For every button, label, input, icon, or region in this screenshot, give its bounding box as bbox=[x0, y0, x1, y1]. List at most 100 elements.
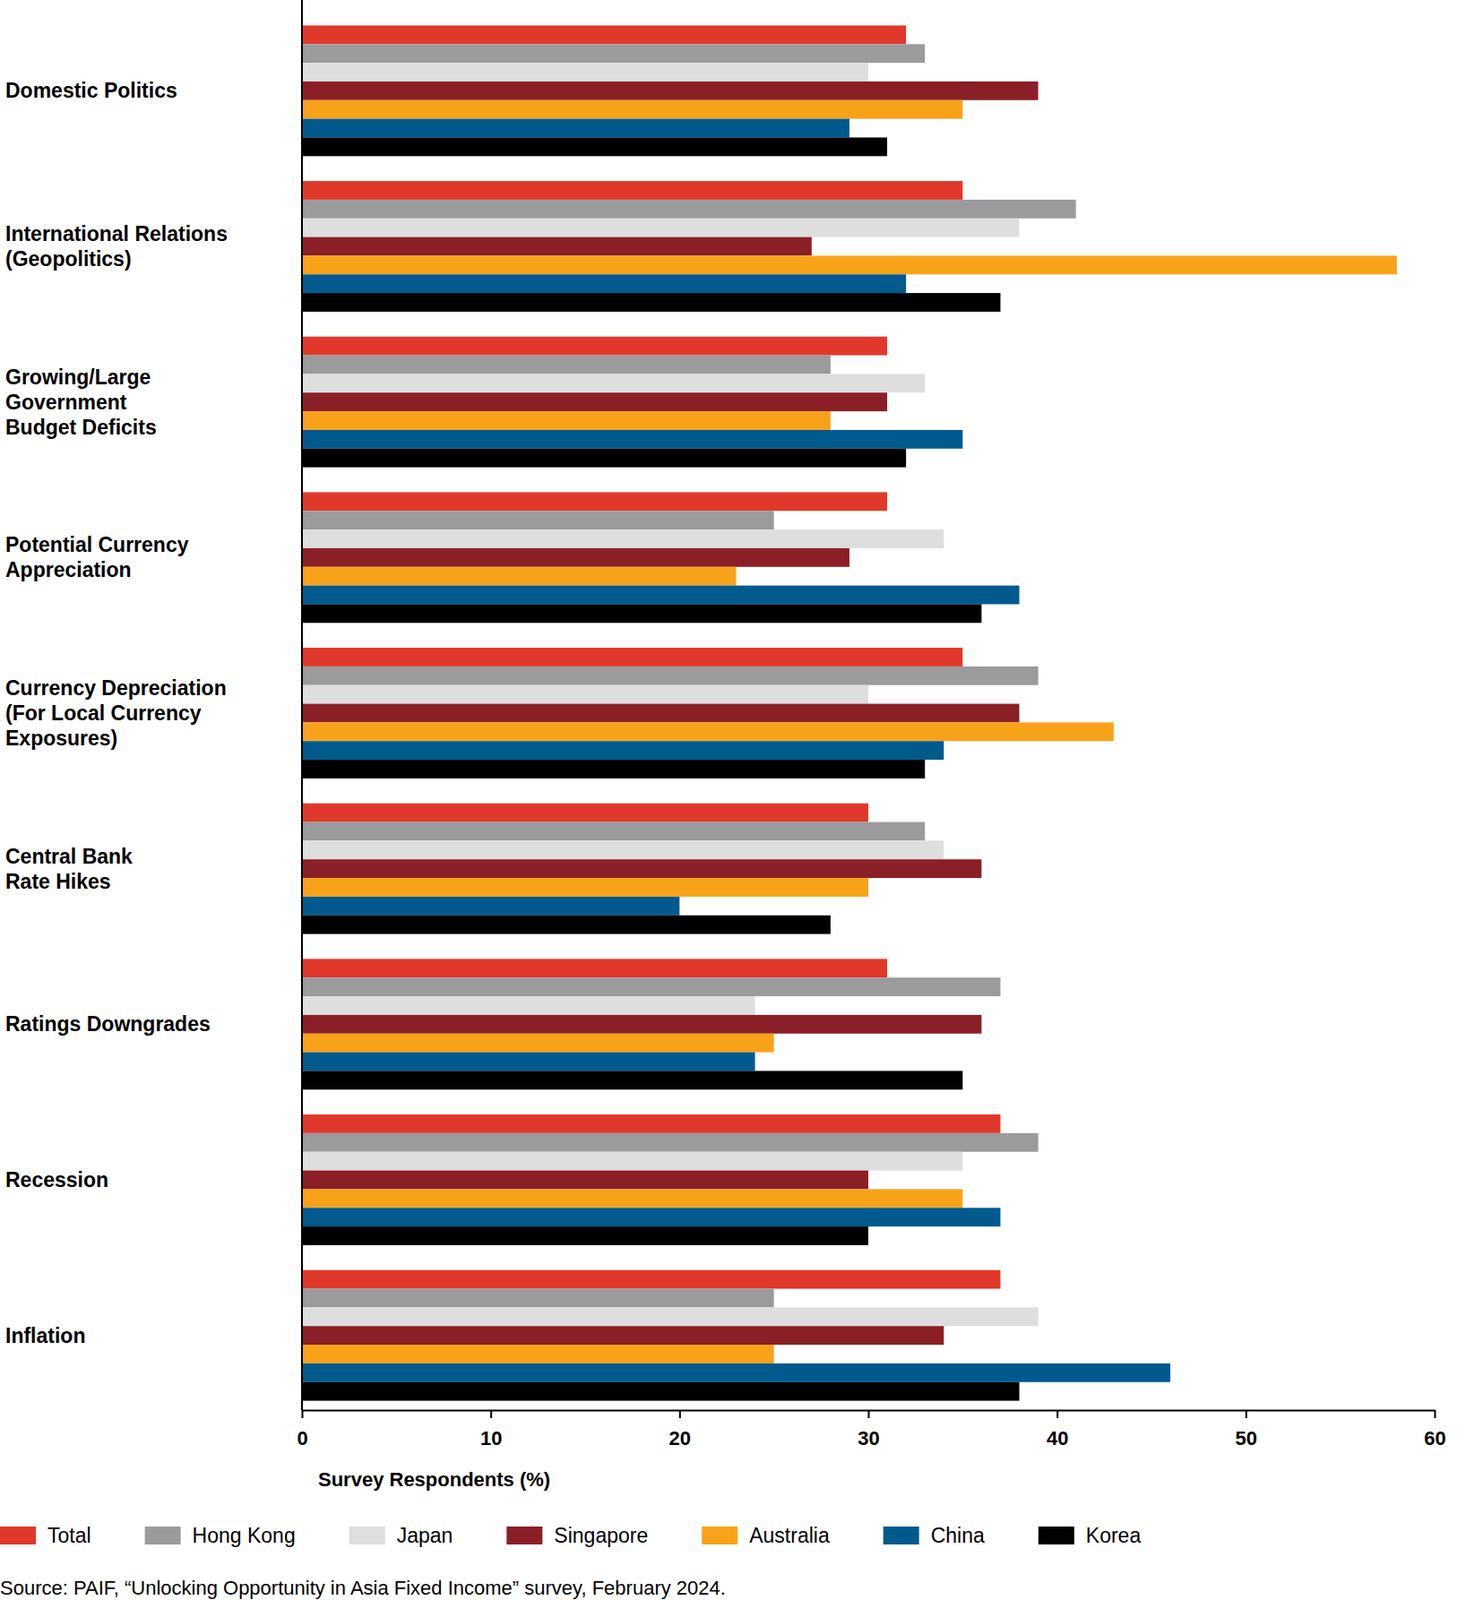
bar bbox=[301, 603, 982, 623]
bar bbox=[301, 1307, 1039, 1327]
tick-mark bbox=[1056, 1410, 1059, 1419]
tick-label: 0 bbox=[296, 1427, 308, 1450]
bar bbox=[301, 567, 737, 587]
bar bbox=[301, 1114, 1001, 1134]
bar bbox=[301, 666, 1039, 686]
bar bbox=[301, 355, 831, 375]
legend-item: Hong Kong bbox=[145, 1524, 296, 1548]
legend-label: China bbox=[931, 1524, 985, 1548]
bar bbox=[301, 586, 1020, 605]
tick-mark bbox=[301, 1410, 304, 1419]
y-axis bbox=[301, 0, 303, 1411]
legend-item: Australia bbox=[701, 1524, 830, 1548]
bar bbox=[301, 1344, 775, 1364]
bar bbox=[301, 293, 1001, 312]
bar bbox=[301, 181, 963, 200]
bar bbox=[301, 25, 906, 44]
legend-label: Japan bbox=[396, 1524, 454, 1548]
bar bbox=[301, 685, 869, 705]
legend-swatch bbox=[701, 1526, 738, 1545]
bar bbox=[301, 878, 869, 897]
bar bbox=[301, 704, 1020, 724]
category-label: Central BankRate Hikes bbox=[5, 844, 133, 894]
legend-label: Total bbox=[47, 1524, 92, 1548]
tick-mark bbox=[490, 1410, 492, 1419]
bar bbox=[301, 1326, 944, 1345]
tick-label: 50 bbox=[1235, 1427, 1258, 1450]
legend-item: Korea bbox=[1038, 1524, 1142, 1548]
legend-swatch bbox=[1038, 1526, 1075, 1545]
y-axis-line bbox=[301, 0, 303, 1411]
tick-mark bbox=[1434, 1410, 1437, 1419]
legend-swatch bbox=[506, 1526, 543, 1545]
bar bbox=[301, 448, 906, 468]
tick-label: 40 bbox=[1046, 1427, 1069, 1450]
series-bars bbox=[301, 43, 1077, 1308]
legend-item: Total bbox=[0, 1524, 92, 1548]
tick-label: 20 bbox=[669, 1427, 691, 1450]
tick: 20 bbox=[669, 1410, 691, 1450]
bar bbox=[301, 647, 963, 667]
series-bars bbox=[301, 100, 1397, 1364]
legend-swatch bbox=[0, 1526, 36, 1545]
bar bbox=[301, 491, 888, 511]
bar bbox=[301, 840, 944, 860]
bar bbox=[301, 958, 888, 978]
bar bbox=[301, 199, 1077, 219]
tick-label: 60 bbox=[1423, 1427, 1446, 1450]
tick: 50 bbox=[1235, 1410, 1258, 1450]
axis-title: Survey Respondents (%) bbox=[318, 1468, 551, 1492]
bar bbox=[301, 336, 888, 356]
bar bbox=[301, 119, 850, 138]
tick: 40 bbox=[1046, 1410, 1069, 1450]
bar bbox=[301, 859, 982, 879]
bar bbox=[301, 1070, 963, 1090]
category-label: Currency Depreciation(For Local Currency… bbox=[5, 676, 227, 751]
category-label: Growing/LargeGovernmentBudget Deficits bbox=[5, 365, 157, 440]
bar bbox=[301, 274, 906, 294]
category-label: Recession bbox=[5, 1168, 109, 1192]
bar bbox=[301, 411, 831, 431]
tick-label: 10 bbox=[480, 1427, 502, 1450]
series-bars bbox=[301, 62, 1039, 1327]
bar bbox=[301, 803, 869, 823]
bar bbox=[301, 218, 1020, 238]
chart: 0102030405060Domestic PoliticsInternatio… bbox=[0, 0, 1457, 1600]
bar bbox=[301, 1270, 1001, 1290]
bar bbox=[301, 722, 1114, 742]
legend-item: Singapore bbox=[506, 1524, 648, 1548]
bar bbox=[301, 915, 831, 935]
legend-label: Korea bbox=[1086, 1524, 1142, 1548]
bar bbox=[301, 529, 944, 549]
bar bbox=[301, 759, 925, 779]
bar bbox=[301, 1207, 1001, 1227]
tick-mark bbox=[679, 1410, 682, 1419]
bar bbox=[301, 1034, 775, 1053]
series-bars bbox=[301, 137, 1020, 1401]
bar bbox=[301, 430, 963, 449]
legend-label: Singapore bbox=[553, 1524, 648, 1548]
bar bbox=[301, 81, 1039, 101]
tick-mark bbox=[868, 1410, 871, 1419]
legend-swatch bbox=[349, 1526, 386, 1545]
bar bbox=[301, 510, 775, 530]
bar bbox=[301, 137, 888, 156]
bar bbox=[301, 1133, 1039, 1153]
category-label: International Relations(Geopolitics) bbox=[5, 222, 228, 271]
bar bbox=[301, 1152, 963, 1172]
tick: 0 bbox=[296, 1410, 308, 1450]
bars bbox=[301, 25, 1397, 1401]
bar bbox=[301, 741, 944, 760]
source-note: Source: PAIF, “Unlocking Opportunity in … bbox=[0, 1577, 726, 1600]
legend-swatch bbox=[145, 1526, 182, 1545]
tick: 30 bbox=[857, 1410, 880, 1450]
legend-item: Japan bbox=[349, 1524, 454, 1548]
bar bbox=[301, 237, 812, 257]
bar bbox=[301, 548, 850, 568]
bar bbox=[301, 100, 963, 120]
bar bbox=[301, 43, 925, 63]
bar bbox=[301, 373, 925, 393]
bar bbox=[301, 1052, 756, 1072]
category-label: Inflation bbox=[5, 1324, 86, 1348]
bar bbox=[301, 1382, 1020, 1402]
